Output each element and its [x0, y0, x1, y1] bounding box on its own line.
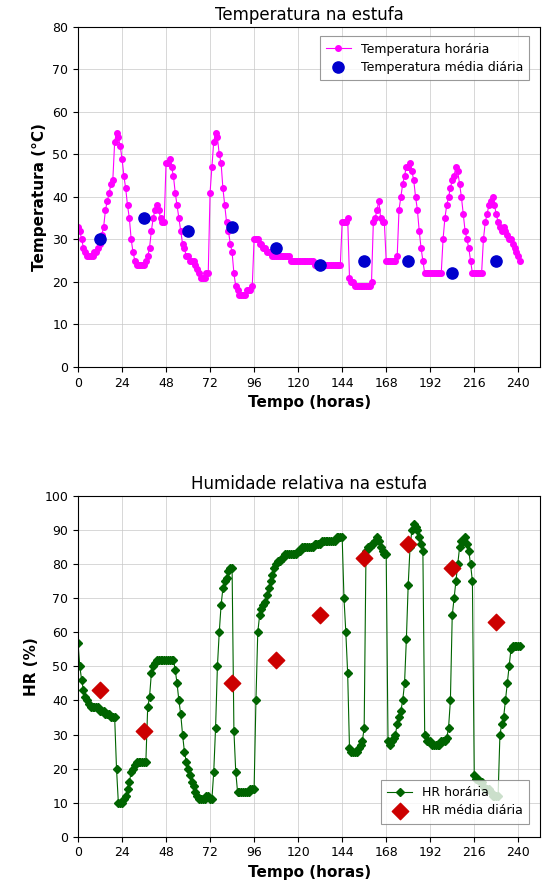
HR média diária: [96, 684, 105, 698]
HR média diária: [272, 652, 281, 667]
Line: HR horária: HR horária: [75, 521, 523, 805]
Temperatura horária: [234, 285, 241, 295]
HR média diária: [448, 561, 457, 575]
Temperatura média diária: [272, 241, 281, 255]
Temperatura média diária: [184, 223, 193, 238]
Temperatura média diária: [448, 266, 457, 280]
Y-axis label: Temperatura (°C): Temperatura (°C): [32, 123, 47, 271]
Legend: HR horária, HR média diária: HR horária, HR média diária: [381, 780, 529, 823]
HR horária: [311, 538, 318, 549]
HR horária: [370, 538, 377, 549]
Temperatura média diária: [228, 220, 237, 234]
X-axis label: Tempo (horas): Tempo (horas): [247, 395, 371, 410]
HR média diária: [360, 550, 369, 564]
Temperatura horária: [372, 213, 379, 223]
HR média diária: [316, 608, 325, 622]
X-axis label: Tempo (horas): Tempo (horas): [247, 865, 371, 880]
Temperatura horária: [328, 260, 335, 271]
HR horária: [234, 787, 241, 797]
Temperatura horária: [307, 255, 314, 266]
HR horária: [75, 637, 81, 648]
Temperatura média diária: [96, 232, 105, 247]
Temperatura horária: [75, 222, 81, 232]
HR horária: [306, 542, 312, 553]
HR média diária: [404, 537, 413, 551]
HR horária: [326, 535, 333, 546]
HR horária: [89, 702, 96, 713]
Temperatura média diária: [140, 211, 149, 225]
HR horária: [517, 641, 524, 651]
Temperatura média diária: [404, 254, 413, 268]
Temperatura horária: [113, 127, 120, 138]
Title: Humidade relativa na estufa: Humidade relativa na estufa: [191, 475, 427, 493]
Temperatura horária: [517, 255, 524, 266]
Temperatura média diária: [360, 254, 369, 268]
Legend: Temperatura horária, Temperatura média diária: Temperatura horária, Temperatura média d…: [320, 36, 529, 80]
Y-axis label: HR (%): HR (%): [24, 637, 39, 696]
HR média diária: [140, 724, 149, 738]
HR média diária: [228, 676, 237, 691]
HR média diária: [492, 615, 501, 629]
Line: Temperatura horária: Temperatura horária: [75, 130, 523, 297]
Temperatura horária: [236, 289, 243, 300]
Title: Temperatura na estufa: Temperatura na estufa: [215, 5, 403, 24]
HR horária: [411, 518, 417, 529]
Temperatura média diária: [492, 254, 501, 268]
Temperatura horária: [313, 260, 320, 271]
Temperatura horária: [89, 251, 96, 262]
Temperatura média diária: [316, 258, 325, 272]
HR horária: [115, 797, 121, 808]
